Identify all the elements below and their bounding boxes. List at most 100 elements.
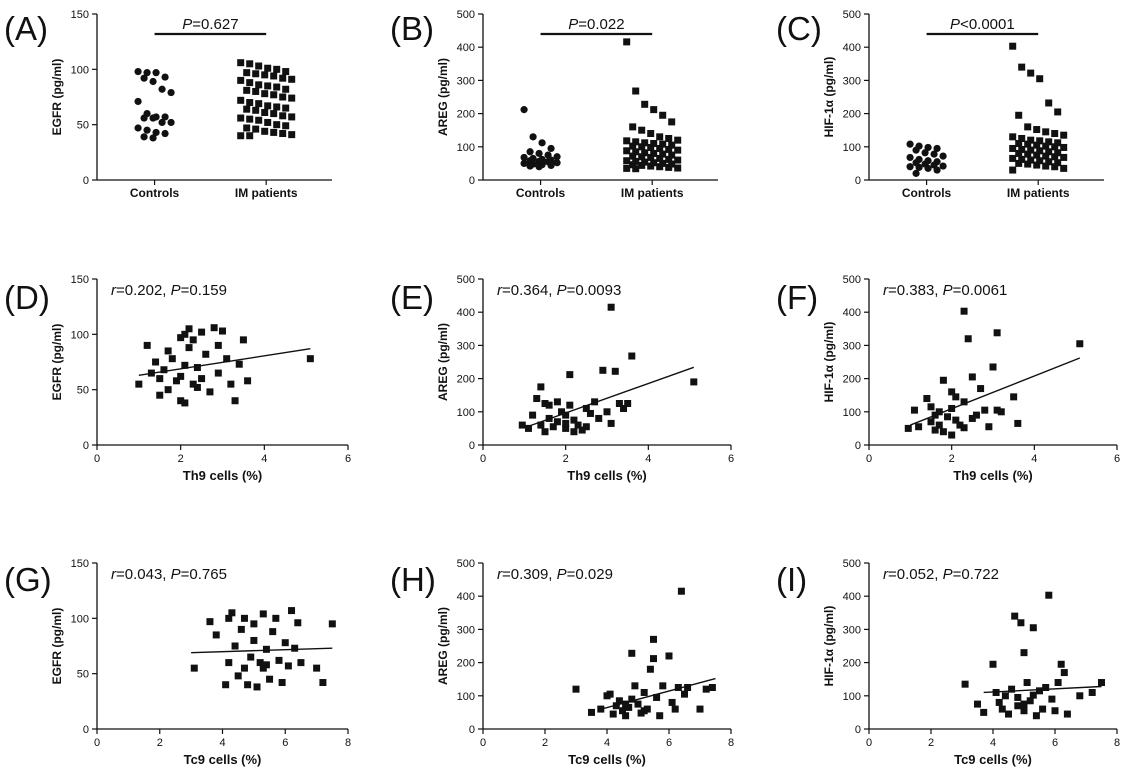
data-point	[256, 659, 264, 667]
significance-label: P<0.0001	[950, 16, 1015, 33]
category-label: Controls	[516, 186, 566, 200]
y-tick-label: 300	[457, 340, 475, 352]
p-symbol: P	[943, 566, 953, 583]
data-point	[1057, 660, 1065, 668]
y-tick-label: 200	[843, 109, 861, 121]
data-point	[974, 700, 981, 708]
data-point	[279, 112, 287, 120]
y-tick-label: 50	[77, 669, 89, 681]
data-point	[702, 685, 710, 693]
data-point	[535, 149, 543, 158]
data-point	[1029, 691, 1037, 699]
data-point	[632, 138, 640, 146]
data-point	[566, 371, 574, 379]
data-point	[526, 148, 534, 156]
data-point	[960, 398, 968, 406]
data-point	[1010, 393, 1018, 401]
data-point	[915, 163, 923, 171]
data-point	[952, 393, 960, 401]
data-point	[1033, 141, 1041, 149]
data-point	[553, 418, 561, 426]
data-point	[1017, 619, 1025, 627]
data-point	[1015, 149, 1023, 157]
r-symbol: r	[111, 282, 117, 299]
data-point	[243, 86, 251, 94]
chart-panel-g: 0 50 100 150 EGFR (pg/ml) 0 2 4 6 8 Tc9 cells (%) r…	[50, 558, 351, 767]
data-point	[578, 426, 586, 434]
data-point	[291, 644, 299, 652]
data-point	[681, 690, 688, 698]
chart-panel-e: 0 100 200 300 400 500 AREG (pg/ml) 0 2 4 6 Th9 cell…	[436, 274, 734, 483]
data-point	[272, 614, 280, 622]
y-tick-label: 500	[843, 9, 861, 21]
data-point	[622, 712, 630, 720]
category-label: IM patients	[621, 186, 684, 200]
data-point	[541, 400, 549, 407]
data-point	[624, 400, 632, 407]
data-point	[939, 152, 947, 160]
data-point	[319, 679, 327, 687]
data-point	[927, 403, 935, 411]
data-point	[237, 132, 245, 140]
data-point	[574, 421, 582, 429]
y-tick-label: 0	[83, 724, 89, 736]
data-point	[1045, 591, 1053, 599]
data-point	[161, 113, 169, 121]
regression-line	[191, 647, 333, 654]
data-point	[1051, 130, 1059, 138]
data-point	[656, 144, 664, 152]
data-point	[1014, 693, 1022, 701]
data-point	[1045, 158, 1053, 166]
r-value: =0.309,	[502, 566, 557, 583]
data-point	[659, 140, 667, 148]
data-point	[665, 652, 673, 660]
x-tick-label: 6	[1114, 453, 1120, 465]
x-tick-label: 2	[157, 737, 163, 749]
data-point	[677, 587, 685, 595]
panel-label-f: (F)	[776, 279, 819, 316]
data-point	[156, 391, 164, 399]
data-point	[906, 153, 914, 162]
data-point	[282, 68, 290, 76]
data-point	[562, 419, 570, 427]
data-point	[553, 398, 561, 406]
data-point	[240, 664, 248, 672]
data-point	[526, 162, 534, 170]
data-point	[273, 65, 281, 73]
data-point	[993, 406, 1001, 414]
data-point	[537, 421, 545, 429]
y-tick-label: 500	[843, 274, 861, 286]
y-tick-label: 200	[843, 374, 861, 386]
data-point	[619, 707, 626, 715]
r-value: =0.043,	[116, 566, 171, 583]
data-point	[665, 155, 673, 163]
data-point	[212, 631, 220, 639]
data-point	[1036, 75, 1044, 83]
data-point	[989, 660, 997, 668]
data-point	[259, 610, 267, 618]
data-point	[181, 399, 189, 407]
data-point	[620, 404, 628, 412]
data-point	[149, 114, 157, 122]
data-point	[225, 659, 233, 667]
data-point	[1027, 136, 1035, 144]
correlation-annotation: r=0.202, P=0.159	[111, 282, 227, 299]
data-point	[255, 116, 263, 124]
data-point	[273, 83, 281, 91]
data-point	[288, 75, 296, 83]
data-point	[161, 129, 169, 138]
data-point	[1033, 161, 1041, 169]
data-point	[609, 710, 617, 718]
r-symbol: r	[883, 282, 889, 299]
x-axis-title: Tc9 cells (%)	[954, 752, 1032, 767]
data-point	[1009, 166, 1017, 174]
data-point	[650, 106, 658, 114]
data-point	[952, 416, 960, 424]
data-point	[668, 141, 676, 149]
data-point	[273, 103, 281, 111]
data-point	[981, 406, 989, 414]
data-point	[1014, 419, 1022, 427]
data-point	[599, 366, 607, 374]
data-point	[668, 118, 676, 126]
data-point	[1029, 624, 1037, 632]
